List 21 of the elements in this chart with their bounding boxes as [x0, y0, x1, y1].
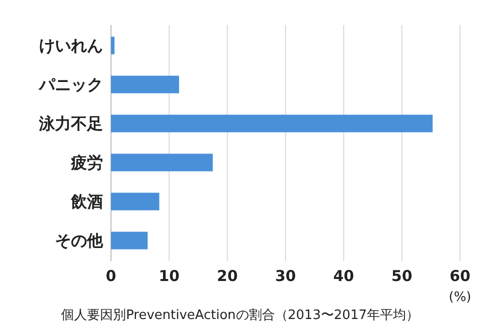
x-tick-label: 60 — [450, 267, 470, 285]
x-axis-title: (%) — [448, 290, 472, 305]
bar — [111, 232, 148, 250]
bar — [111, 154, 213, 172]
x-tick-label: 10 — [158, 267, 180, 285]
bar — [111, 76, 180, 94]
x-tick-label: 50 — [391, 267, 412, 285]
y-tick-label: 疲労 — [70, 153, 103, 172]
y-tick-label: 泳力不足 — [38, 114, 103, 134]
y-tick-label: その他 — [55, 231, 104, 250]
x-tick-label: 30 — [275, 267, 296, 285]
y-tick-label: けいれん — [39, 36, 103, 56]
bar — [111, 114, 433, 132]
bar — [111, 192, 160, 210]
y-tick-label: 飲酒 — [70, 192, 103, 212]
y-tick-label: パニック — [38, 75, 103, 94]
x-tick-label: 20 — [216, 267, 238, 285]
bar — [111, 36, 114, 54]
text: 個人要因別PreventiveActionの割合（2013〜2017年平均） — [61, 308, 419, 323]
x-tick-label: 0 — [106, 267, 116, 285]
x-tick-label: 40 — [333, 267, 354, 285]
